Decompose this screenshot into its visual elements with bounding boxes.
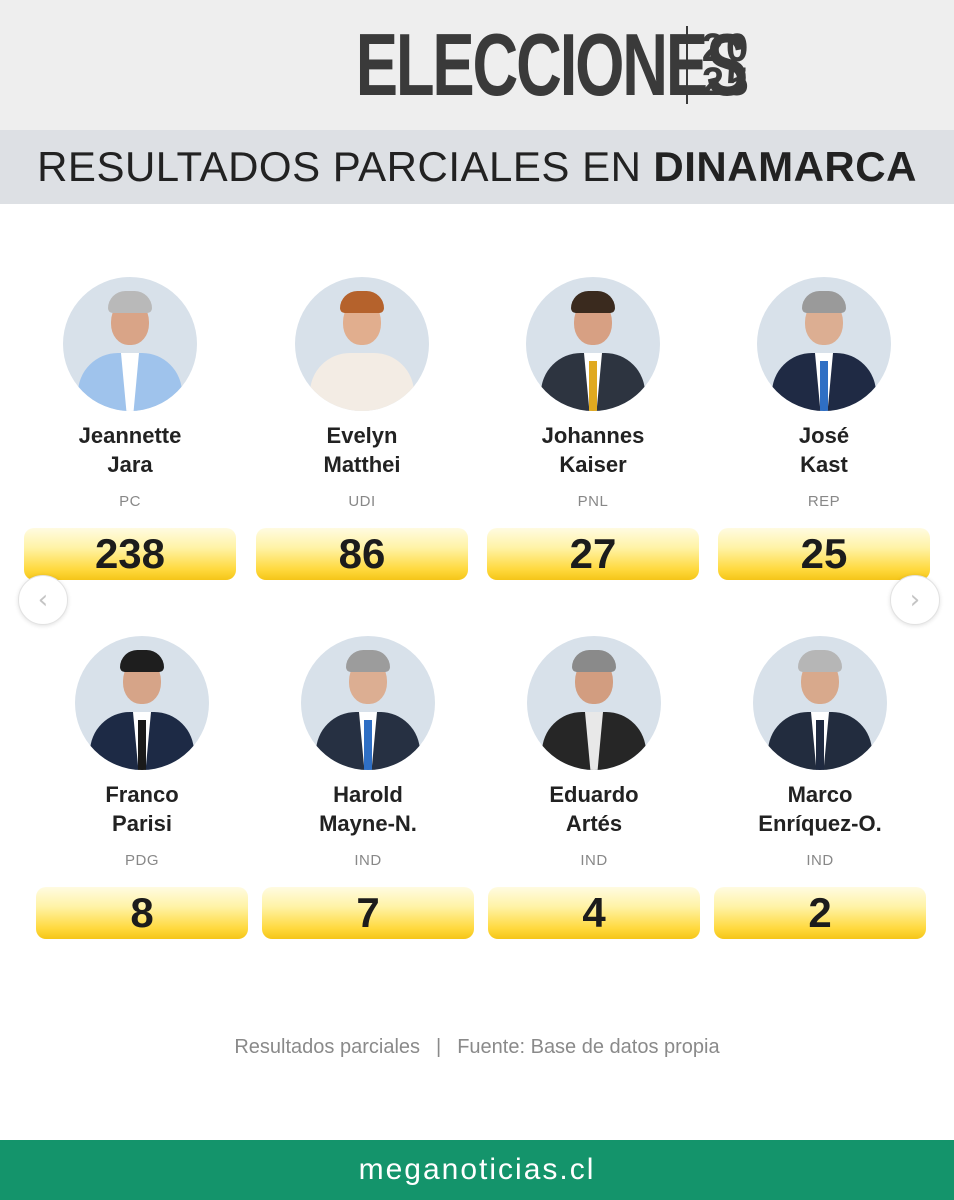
candidate-photo [75, 636, 209, 770]
candidate-name: Marco Enríquez-O. [714, 780, 926, 838]
candidate-party: REP [807, 493, 841, 510]
candidate-card: Johannes Kaiser PNL 27 [487, 277, 699, 580]
candidate-name: Eduardo Artés [488, 780, 700, 838]
source-note-right: Fuente: Base de datos propia [457, 1036, 720, 1058]
candidate-card: Eduardo Artés IND 4 [488, 636, 700, 939]
chevron-left-icon: ‹ [37, 585, 49, 615]
candidate-first-name: Evelyn [326, 423, 398, 448]
page-title: RESULTADOS PARCIALES EN DINAMARCA [0, 130, 954, 204]
candidate-last-name: Enríquez-O. [758, 811, 882, 836]
candidate-photo [527, 636, 661, 770]
candidate-votes: 27 [487, 528, 699, 580]
candidate-card: Evelyn Matthei UDI 86 [256, 277, 468, 580]
candidate-photo [295, 277, 429, 411]
candidate-card: Franco Parisi PDG 8 [36, 636, 248, 939]
candidate-first-name: Jeannette [78, 423, 182, 448]
candidate-last-name: Parisi [112, 811, 172, 836]
logo-year-bottom: 25 [701, 60, 751, 104]
logo-word: ELECCIONES [355, 15, 747, 114]
source-note-left: Resultados parciales [234, 1036, 421, 1058]
candidate-name: Franco Parisi [36, 780, 248, 838]
candidate-votes: 4 [488, 887, 700, 939]
candidate-party: UDI [348, 493, 376, 510]
candidate-photo [301, 636, 435, 770]
candidate-name: Jeannette Jara [24, 421, 236, 479]
source-note-separator: | [436, 1036, 442, 1058]
candidate-card: Marco Enríquez-O. IND 2 [714, 636, 926, 939]
page-title-plain: RESULTADOS PARCIALES EN [37, 143, 642, 190]
candidate-party: PC [119, 493, 141, 510]
candidate-votes: 7 [262, 887, 474, 939]
page-title-country: DINAMARCA [653, 143, 917, 190]
candidate-party: PDG [124, 852, 159, 869]
candidate-last-name: Mayne-N. [319, 811, 417, 836]
candidate-photo [753, 636, 887, 770]
candidate-photo [757, 277, 891, 411]
chevron-right-icon: › [909, 585, 921, 615]
candidate-name: Harold Mayne-N. [262, 780, 474, 838]
candidate-votes: 2 [714, 887, 926, 939]
candidate-card: Harold Mayne-N. IND 7 [262, 636, 474, 939]
candidate-name: Johannes Kaiser [487, 421, 699, 479]
candidate-party: IND [580, 852, 608, 869]
candidate-first-name: Johannes [541, 423, 645, 448]
candidate-last-name: Kaiser [559, 452, 627, 477]
candidate-votes: 86 [256, 528, 468, 580]
candidate-last-name: Kast [800, 452, 848, 477]
candidate-last-name: Matthei [323, 452, 401, 477]
candidate-party: IND [354, 852, 382, 869]
candidate-photo [526, 277, 660, 411]
candidate-first-name: Marco [787, 782, 853, 807]
candidate-first-name: Franco [105, 782, 179, 807]
candidate-party: IND [806, 852, 834, 869]
candidate-first-name: José [798, 423, 850, 448]
candidate-card: Jeannette Jara PC 238 [24, 277, 236, 580]
candidate-card: José Kast REP 25 [718, 277, 930, 580]
source-note: Resultados parciales | Fuente: Base de dat… [0, 1036, 954, 1059]
brand-bar: meganoticias.cl [0, 1140, 954, 1200]
candidate-name: Evelyn Matthei [256, 421, 468, 479]
brand-logo[interactable]: meganoticias.cl [358, 1153, 596, 1186]
candidate-votes: 25 [718, 528, 930, 580]
carousel-next-button[interactable]: › [890, 575, 940, 625]
candidate-last-name: Artés [565, 811, 623, 836]
candidate-photo [63, 277, 197, 411]
logo-year: 20 25 [701, 26, 751, 104]
candidate-name: José Kast [718, 421, 930, 479]
candidate-first-name: Harold [333, 782, 403, 807]
logo-year-top: 20 [701, 26, 751, 70]
candidate-first-name: Eduardo [549, 782, 639, 807]
candidate-party: PNL [577, 493, 609, 510]
logo-divider [685, 26, 688, 104]
candidate-last-name: Jara [107, 452, 153, 477]
candidate-votes: 238 [24, 528, 236, 580]
carousel-prev-button[interactable]: ‹ [18, 575, 68, 625]
elections-logo-band: ELECCIONES 20 25 [0, 0, 954, 130]
candidate-votes: 8 [36, 887, 248, 939]
